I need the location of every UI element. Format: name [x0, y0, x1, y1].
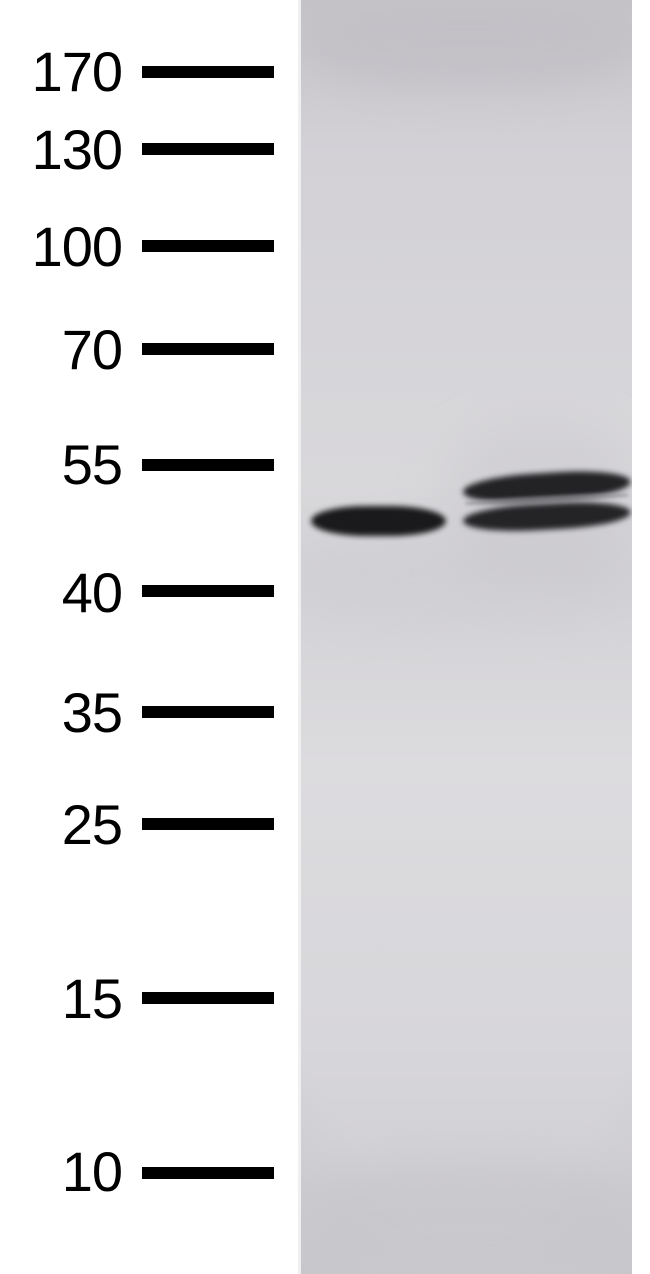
band-lane1-0	[311, 506, 446, 536]
mw-label-100: 100	[7, 219, 122, 275]
mw-tick-100	[142, 240, 274, 252]
mw-label-40: 40	[7, 565, 122, 621]
blot-bands	[301, 0, 632, 1274]
mw-tick-55	[142, 459, 274, 471]
mw-tick-35	[142, 706, 274, 718]
mw-label-170: 170	[7, 44, 122, 100]
mw-tick-25	[142, 818, 274, 830]
mw-tick-10	[142, 1167, 274, 1179]
figure-root: 170 130 100 70 55 40 35 25 15 10	[0, 0, 650, 1274]
mw-tick-40	[142, 585, 274, 597]
blot-membrane	[298, 0, 632, 1274]
mw-tick-15	[142, 992, 274, 1004]
mw-label-10: 10	[7, 1144, 122, 1200]
mw-label-25: 25	[7, 797, 122, 853]
mw-label-55: 55	[7, 437, 122, 493]
mw-tick-70	[142, 343, 274, 355]
mw-label-15: 15	[7, 971, 122, 1027]
mw-label-35: 35	[7, 685, 122, 741]
mw-label-70: 70	[7, 322, 122, 378]
mw-label-130: 130	[7, 122, 122, 178]
mw-tick-130	[142, 143, 274, 155]
mw-tick-170	[142, 66, 274, 78]
